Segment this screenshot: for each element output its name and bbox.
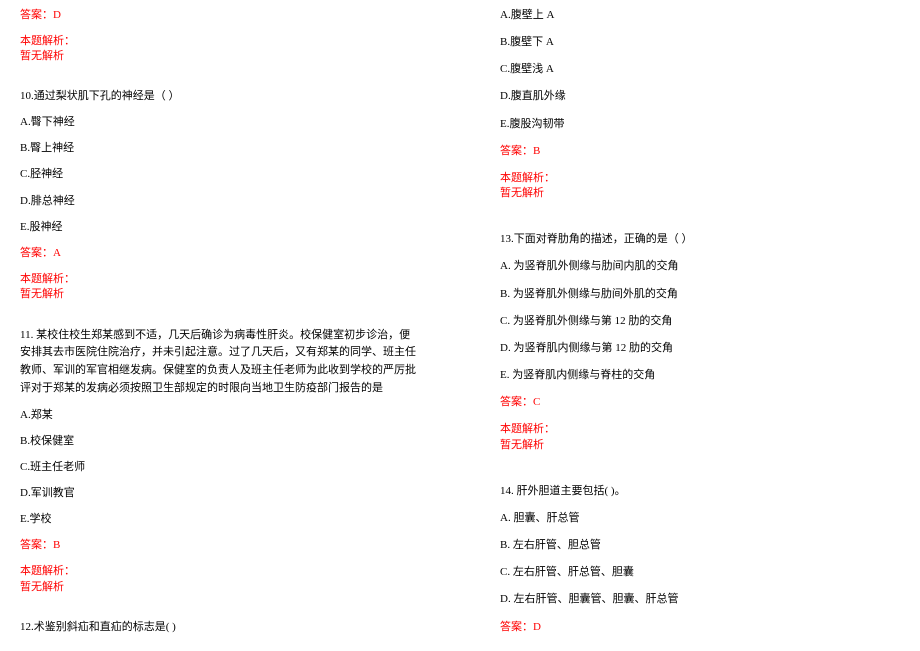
q10-opt-c: C.胫神经	[20, 167, 420, 182]
q13-opt-e: E. 为竖脊肌内侧缘与脊柱的交角	[500, 368, 900, 383]
q13-opt-d: D. 为竖脊肌内侧缘与第 12 肋的交角	[500, 341, 900, 356]
q13-answer: 答案：C	[500, 395, 900, 410]
q12-opt-e: E.腹股沟韧带	[500, 117, 900, 132]
q12-opt-a: A.腹壁上 A	[500, 8, 900, 23]
left-column: 答案：D 本题解析： 暂无解析 10.通过梨状肌下孔的神经是（ ） A.臀下神经…	[20, 8, 460, 643]
analysis-none: 暂无解析	[20, 580, 420, 595]
q12-answer: 答案：B	[500, 144, 900, 159]
right-column: A.腹壁上 A B.腹壁下 A C.腹壁浅 A D.腹直肌外缘 E.腹股沟韧带 …	[460, 8, 900, 643]
analysis-label: 本题解析：	[20, 34, 420, 49]
q14-opt-c: C. 左右肝管、肝总管、胆囊	[500, 565, 900, 580]
answer-9: 答案：D	[20, 8, 420, 23]
analysis-none: 暂无解析	[500, 186, 900, 201]
q11-answer: 答案：B	[20, 538, 420, 553]
q11-opt-a: A.郑某	[20, 408, 420, 423]
q10-opt-d: D.腓总神经	[20, 194, 420, 209]
q13-opt-a: A. 为竖脊肌外侧缘与肋间内肌的交角	[500, 259, 900, 274]
q10-opt-b: B.臀上神经	[20, 141, 420, 156]
analysis-label: 本题解析：	[20, 564, 420, 579]
q10-stem: 10.通过梨状肌下孔的神经是（ ）	[20, 89, 420, 104]
q10-opt-e: E.股神经	[20, 220, 420, 235]
q13-opt-c: C. 为竖脊肌外侧缘与第 12 肋的交角	[500, 314, 900, 329]
analysis-none: 暂无解析	[20, 49, 420, 64]
q13-stem: 13.下面对脊肋角的描述，正确的是（ ）	[500, 232, 900, 247]
q14-opt-b: B. 左右肝管、胆总管	[500, 538, 900, 553]
q11-opt-d: D.军训教官	[20, 486, 420, 501]
q12-opt-c: C.腹壁浅 A	[500, 62, 900, 77]
q11-opt-b: B.校保健室	[20, 434, 420, 449]
q10-answer: 答案：A	[20, 246, 420, 261]
q14-opt-d: D. 左右肝管、胆囊管、胆囊、肝总管	[500, 592, 900, 607]
analysis-label: 本题解析：	[500, 422, 900, 437]
q14-answer: 答案：D	[500, 620, 900, 635]
q12-opt-d: D.腹直肌外缘	[500, 89, 900, 104]
q11-stem: 11. 某校住校生郑某感到不适，几天后确诊为病毒性肝炎。校保健室初步诊治，便安排…	[20, 327, 420, 397]
q11-opt-e: E.学校	[20, 512, 420, 527]
q10-opt-a: A.臀下神经	[20, 115, 420, 130]
q12-opt-b: B.腹壁下 A	[500, 35, 900, 50]
analysis-none: 暂无解析	[500, 438, 900, 453]
q12-stem: 12.术鉴别斜疝和直疝的标志是( )	[20, 620, 420, 635]
q13-opt-b: B. 为竖脊肌外侧缘与肋间外肌的交角	[500, 287, 900, 302]
analysis-label: 本题解析：	[500, 171, 900, 186]
analysis-none: 暂无解析	[20, 287, 420, 302]
analysis-label: 本题解析：	[20, 272, 420, 287]
q14-opt-a: A. 胆囊、肝总管	[500, 511, 900, 526]
q14-stem: 14. 肝外胆道主要包括( )。	[500, 484, 900, 499]
q11-opt-c: C.班主任老师	[20, 460, 420, 475]
